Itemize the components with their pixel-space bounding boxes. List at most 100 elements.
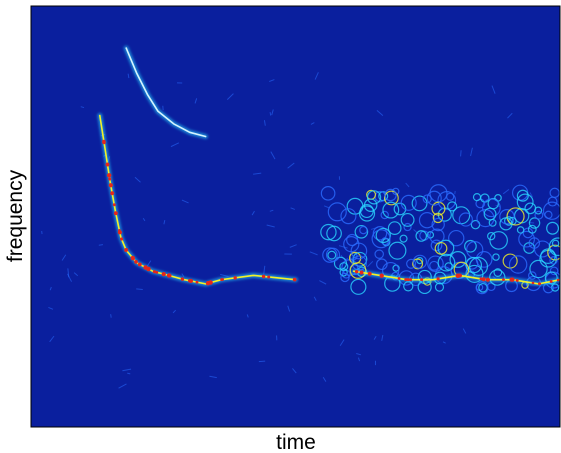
noise-cell <box>437 191 457 210</box>
noise-speck <box>338 245 348 249</box>
trace-peak <box>117 230 122 235</box>
noise-cell <box>475 281 489 295</box>
noise-speck <box>413 229 419 235</box>
noise-cell <box>546 221 560 235</box>
trace-peak <box>359 270 364 275</box>
noise-speck <box>110 314 112 318</box>
noise-cell <box>384 188 397 202</box>
trace-peak <box>205 281 211 286</box>
noise-cell <box>430 239 443 252</box>
noise-cell <box>406 258 417 269</box>
noise-cell <box>448 229 465 247</box>
noise-speck <box>269 209 274 212</box>
noise-speck <box>258 360 266 363</box>
noise-speck <box>220 273 229 277</box>
noise-cell <box>434 241 448 255</box>
noise-cell <box>527 224 537 234</box>
trace-peak <box>108 183 113 188</box>
trace-peak <box>221 278 224 281</box>
noise-speck <box>322 377 327 382</box>
trace-peak <box>105 162 110 167</box>
noise-cell <box>366 190 382 205</box>
trace-peak <box>155 270 159 274</box>
trace-peak <box>420 278 424 282</box>
trace-peak <box>195 280 199 284</box>
noise-cell <box>416 256 424 265</box>
noise-cell <box>549 266 559 276</box>
noise-cell <box>432 212 444 224</box>
noise-cell <box>327 250 337 260</box>
trace-peak <box>397 277 401 280</box>
noise-cell <box>449 251 467 268</box>
noise-speck <box>48 306 54 310</box>
noise-cell <box>529 259 548 279</box>
y-axis-label: frequency <box>4 169 27 262</box>
noise-speck <box>270 151 276 160</box>
trace-peak <box>436 277 440 281</box>
noise-cell <box>464 239 477 253</box>
noise-speck <box>502 188 510 195</box>
trace-peak <box>458 273 462 278</box>
trace-peak <box>137 262 142 267</box>
noise-cell <box>437 239 455 257</box>
trace-peak <box>233 276 237 280</box>
noise-cell <box>487 231 496 241</box>
trace-peak <box>537 282 542 286</box>
noise-speck <box>405 182 410 188</box>
noise-cell <box>400 194 417 211</box>
noise-speck <box>357 357 361 362</box>
trace-0 <box>125 47 207 138</box>
noise-cell <box>340 208 357 225</box>
noise-cell <box>492 253 500 261</box>
trace-peak <box>531 281 535 285</box>
noise-cell <box>499 217 513 231</box>
noise-cell <box>349 262 367 279</box>
noise-cell <box>494 194 502 202</box>
noise-cell <box>399 234 408 243</box>
noise-cell <box>426 190 442 206</box>
trace-peak <box>113 211 118 216</box>
noise-cell <box>506 207 525 226</box>
trace-peak <box>112 203 116 207</box>
noise-cell <box>340 272 350 283</box>
noise-cell <box>393 202 407 216</box>
noise-speck <box>381 334 384 341</box>
noise-cell <box>528 217 541 229</box>
noise-cell <box>354 224 369 239</box>
noise-cell <box>518 230 535 248</box>
noise-cell <box>422 194 432 204</box>
noise-speck <box>80 106 85 109</box>
noise-cell <box>417 269 432 285</box>
noise-speck <box>470 147 473 157</box>
noise-speck <box>246 314 249 318</box>
noise-cell <box>427 255 444 273</box>
noise-speck <box>263 265 266 275</box>
trace-peak <box>110 191 115 196</box>
noise-cell <box>516 193 534 211</box>
noise-speck <box>170 142 180 148</box>
trace-peak <box>510 277 515 282</box>
trace-peak <box>108 177 112 181</box>
trace-peak <box>102 140 106 145</box>
noise-cell <box>380 210 389 220</box>
noise-speck <box>269 79 275 82</box>
trace-peak <box>556 278 560 282</box>
trace-peak <box>267 275 271 279</box>
noise-cell <box>431 217 445 232</box>
noise-speck <box>73 272 79 277</box>
noise-speck <box>181 199 189 204</box>
noise-cell <box>415 230 428 242</box>
noise-speck <box>209 375 217 379</box>
trace-peak <box>549 279 553 283</box>
trace-peak <box>409 278 413 282</box>
noise-cell <box>437 253 456 272</box>
noise-speck <box>507 112 513 119</box>
noise-speck <box>529 192 533 198</box>
noise-speck <box>314 72 319 80</box>
trace-peak <box>261 274 266 279</box>
noise-cell <box>483 207 497 221</box>
noise-cell <box>458 212 473 227</box>
trace-peak <box>106 173 112 178</box>
noise-speck <box>142 218 146 222</box>
